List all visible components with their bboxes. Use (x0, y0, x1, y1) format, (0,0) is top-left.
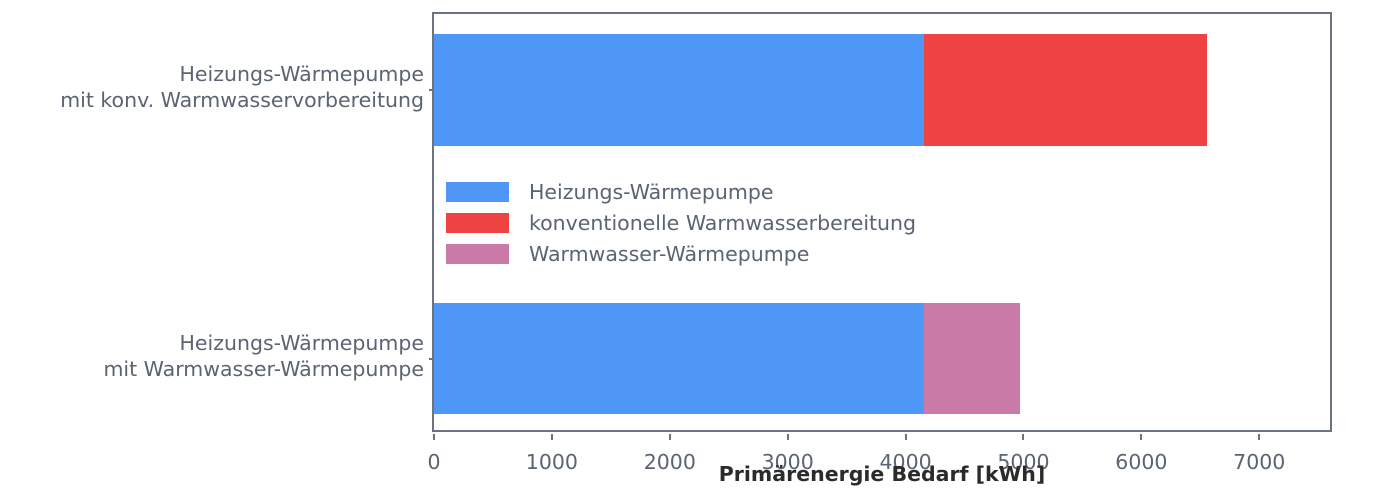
x-axis-tick-3 (786, 434, 789, 440)
chart-legend: Heizungs-Wärmepumpe konventionelle Warmw… (446, 176, 916, 269)
x-axis-tick-5 (1022, 434, 1025, 440)
x-axis-tick-label-1: 1000 (525, 450, 578, 474)
y-axis-tick-1 (429, 358, 434, 360)
legend-item-2[interactable]: Warmwasser-Wärmepumpe (446, 238, 916, 269)
y-axis-label-1-line-0: Heizungs-Wärmepumpe (179, 331, 425, 355)
x-axis-tick-4 (904, 434, 907, 440)
x-axis-tick-1 (550, 434, 553, 440)
y-axis-label-0-line-0: Heizungs-Wärmepumpe (179, 62, 425, 86)
x-axis-title: Primärenergie Bedarf [kWh] (718, 462, 1046, 486)
x-axis-tick-0 (433, 434, 435, 440)
x-axis-tick-label-3: 3000 (761, 450, 814, 474)
x-axis-tick-label-4: 4000 (879, 450, 932, 474)
bar-segment-1-0 (434, 303, 925, 414)
legend-swatch-warmwasser-waermepumpe (446, 243, 509, 264)
bar-segment-1-2 (924, 303, 1020, 414)
legend-item-0[interactable]: Heizungs-Wärmepumpe (446, 176, 916, 207)
x-axis-tick-6 (1140, 434, 1143, 440)
x-axis-tick-label-2: 2000 (643, 450, 696, 474)
legend-item-1[interactable]: konventionelle Warmwasserbereitung (446, 207, 916, 238)
x-axis-tick-label-5: 5000 (997, 450, 1050, 474)
x-axis-tick-2 (668, 434, 671, 440)
y-axis-label-1-line-1: mit Warmwasser-Wärmepumpe (103, 357, 424, 381)
y-axis-label-0-line-1: mit konv. Warmwasservorbereitung (60, 88, 424, 112)
x-axis-tick-label-6: 6000 (1115, 450, 1168, 474)
plot-area: 0 1000 2000 3000 4000 5000 6000 7000 (427, 12, 1332, 474)
y-axis-label-1: Heizungs-Wärmepumpe mit Warmwasser-Wärme… (0, 330, 424, 382)
legend-label-0: Heizungs-Wärmepumpe (529, 179, 774, 204)
x-axis-tick-label-0: 0 (427, 450, 441, 474)
legend-swatch-konventionelle-warmwasserbereitung (446, 212, 509, 233)
bar-segment-0-1 (924, 34, 1208, 146)
x-axis-tick-label-7: 7000 (1233, 450, 1286, 474)
x-axis-tick-7 (1258, 434, 1261, 440)
legend-label-2: Warmwasser-Wärmepumpe (529, 241, 810, 266)
stacked-bar-row-1 (434, 303, 1020, 414)
y-axis-tick-0 (429, 89, 434, 91)
y-axis-label-0: Heizungs-Wärmepumpe mit konv. Warmwasser… (0, 61, 424, 113)
stacked-bar-row-0 (434, 34, 1208, 146)
legend-label-1: konventionelle Warmwasserbereitung (529, 210, 917, 235)
legend-swatch-heizungs-waermepumpe (446, 181, 509, 202)
bar-segment-0-0 (434, 34, 925, 146)
